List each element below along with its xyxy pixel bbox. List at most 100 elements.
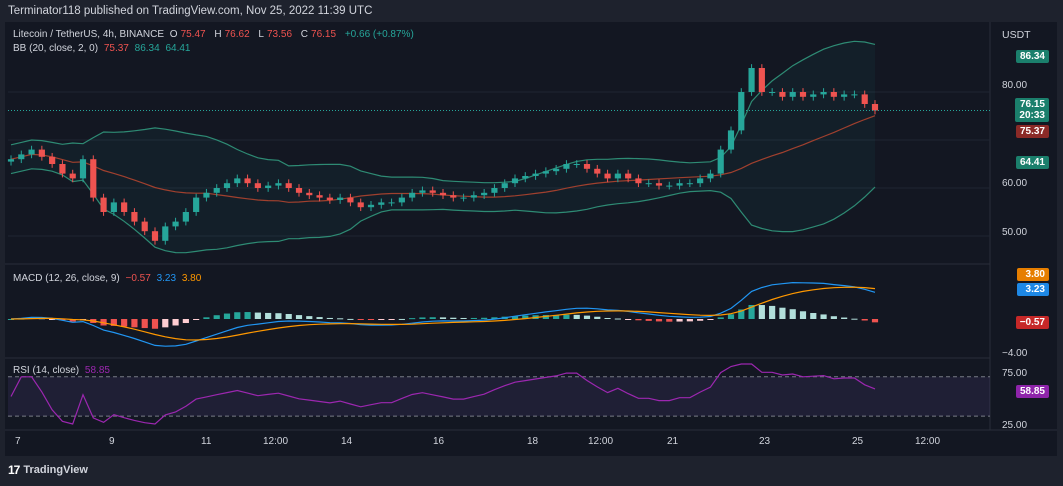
candle-body [470, 195, 477, 198]
chart-frame[interactable]: Litecoin / TetherUS, 4h, BINANCE O 75.47 … [5, 22, 1057, 456]
bb-legend: BB (20, close, 2, 0) 75.37 86.34 64.41 [13, 43, 193, 54]
low-value: 73.56 [266, 29, 293, 40]
candle-body [223, 183, 231, 188]
candle-body [861, 94, 868, 104]
price-tick-50: 50.00 [1002, 227, 1028, 238]
candle-body [799, 92, 807, 97]
candle-body [522, 176, 529, 179]
macd-histogram-bar [666, 319, 673, 322]
candle-body [645, 183, 652, 185]
candle-body [347, 197, 354, 203]
bb-upper-badge: 86.34 [1015, 50, 1049, 63]
candle-body [655, 183, 663, 186]
candle-body [295, 188, 303, 193]
change-value: +0.66 (+0.87%) [344, 29, 414, 40]
tradingview-branding[interactable]: 17 TradingView [8, 463, 88, 477]
macd-histogram-bar [326, 317, 333, 319]
candle-body [532, 173, 539, 176]
candle-body [398, 197, 405, 203]
candle-body [686, 183, 693, 185]
rsi-legend: RSI (14, close) 58.85 [13, 365, 113, 376]
macd-histogram-bar [285, 313, 292, 319]
time-label: 7 [15, 436, 21, 447]
macd-histogram-bar [193, 319, 200, 320]
candle-body [213, 188, 220, 193]
candle-body [162, 226, 169, 241]
macd-histogram-bar [841, 317, 848, 319]
macd-histogram-bar [69, 319, 76, 322]
rsi-tick-75: 75.00 [1002, 368, 1028, 379]
macd-histogram-bar [697, 319, 704, 321]
macd-signal-line [10, 286, 876, 341]
candle-body [460, 197, 467, 199]
rsi-line [10, 363, 876, 425]
time-label: 16 [433, 436, 445, 447]
macd-hist-badge: −0.57 [1015, 316, 1049, 329]
candle-body [131, 212, 138, 222]
macd-histogram-bar [727, 314, 735, 319]
candle-body [28, 149, 35, 155]
symbol-title[interactable]: Litecoin / TetherUS, 4h, BINANCE [13, 29, 164, 40]
macd-histogram-bar [316, 317, 323, 319]
candle-body [707, 173, 714, 179]
macd-histogram-bar [439, 317, 447, 319]
macd-histogram-bar [717, 317, 724, 319]
macd-histogram-bar [398, 318, 405, 320]
candle-body [172, 221, 179, 227]
macd-line-badge: 3.23 [1017, 283, 1049, 296]
high-value: 76.62 [224, 29, 250, 40]
candle-body [789, 92, 796, 97]
macd-line-value: 3.23 [156, 273, 177, 284]
macd-signal-value: 3.80 [181, 273, 202, 284]
macd-histogram-bar [429, 317, 436, 319]
candle-body [409, 192, 416, 198]
candle-body [254, 183, 261, 188]
close-value: 76.15 [311, 29, 337, 40]
rsi-value: 58.85 [84, 365, 110, 376]
macd-histogram-bar [542, 315, 549, 319]
macd-hist-value: −0.57 [125, 273, 151, 284]
macd-legend: MACD (12, 26, close, 9) −0.57 3.23 3.80 [13, 273, 204, 284]
macd-histogram-bar [573, 314, 580, 319]
candle-body [635, 178, 642, 184]
macd-histogram-bar [686, 319, 693, 322]
candle-body [59, 164, 66, 174]
macd-histogram-bar [151, 319, 159, 329]
macd-histogram-bar [172, 319, 179, 326]
macd-histogram-bar [481, 317, 488, 319]
bb-label[interactable]: BB (20, close, 2, 0) [13, 43, 99, 54]
macd-histogram-bar [121, 319, 128, 327]
macd-label[interactable]: MACD (12, 26, close, 9) [13, 273, 120, 284]
macd-histogram-bar [265, 312, 272, 319]
candle-body [388, 202, 395, 204]
macd-histogram-bar [110, 319, 117, 326]
macd-histogram-bar [460, 317, 467, 319]
candle-body [481, 192, 488, 196]
candle-body [110, 202, 117, 212]
macd-histogram-bar [563, 314, 570, 319]
candle-body [265, 185, 272, 188]
candle-body [625, 173, 632, 179]
chart-svg[interactable] [5, 22, 1057, 456]
macd-histogram-bar [491, 317, 498, 319]
tradingview-logo-icon: 17 [8, 463, 20, 477]
candle-body [573, 164, 580, 165]
candle-body [49, 156, 56, 164]
candle-body [810, 94, 817, 97]
time-label: 25 [852, 436, 864, 447]
candle-body [357, 202, 364, 208]
candle-body [841, 94, 848, 97]
high-label: H [214, 29, 222, 40]
rsi-label[interactable]: RSI (14, close) [13, 365, 80, 376]
macd-histogram-bar [604, 317, 611, 319]
macd-histogram-bar [738, 309, 745, 319]
bb-basis-badge: 75.37 [1015, 125, 1049, 138]
candle-body [676, 183, 683, 186]
candle-body [830, 92, 837, 97]
candle-body [244, 178, 251, 184]
candle-body [594, 168, 601, 174]
macd-histogram-bar [409, 318, 416, 320]
macd-histogram-bar [388, 319, 395, 320]
candle-body [697, 178, 704, 184]
macd-histogram-bar [779, 307, 786, 319]
